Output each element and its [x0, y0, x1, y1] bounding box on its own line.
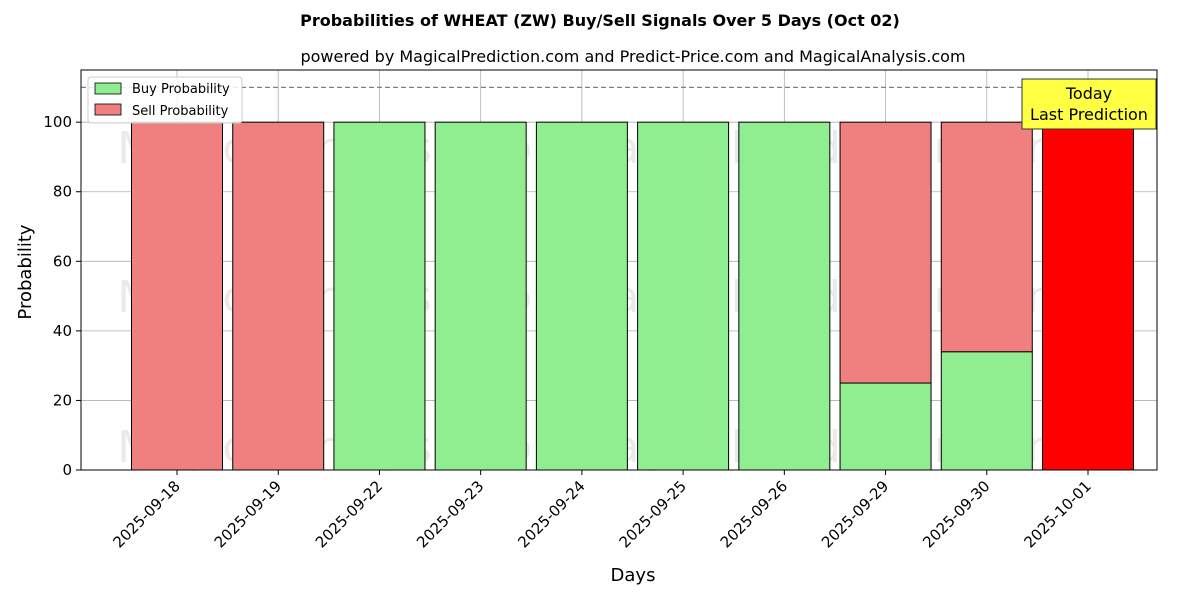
legend: Buy Probability Sell Probability [87, 76, 243, 124]
annotation-line-2: Last Prediction [1030, 105, 1148, 124]
bar-sell-2025-09-29 [839, 121, 932, 384]
x-tick-label: 2025-09-26 [717, 477, 791, 551]
bar-buy-2025-09-30 [940, 351, 1033, 471]
y-axis-ticks: 0 20 40 60 80 100 [43, 113, 81, 479]
bar-buy-2025-09-25 [637, 121, 730, 471]
x-tick-label: 2025-09-29 [818, 477, 892, 551]
bar-buy-2025-09-26 [738, 121, 831, 471]
legend-swatch-buy [94, 82, 122, 95]
bars-group [131, 121, 1134, 471]
y-tick-label: 100 [43, 113, 72, 131]
bar-buy-2025-09-22 [333, 121, 426, 471]
x-tick-label: 2025-10-01 [1020, 477, 1094, 551]
y-axis-label: Probability [15, 224, 36, 319]
bar-sell-2025-10-01 [1042, 121, 1134, 471]
annotation-box [1021, 78, 1157, 130]
x-tick-label: 2025-09-24 [514, 477, 588, 551]
legend-label-buy: Buy Probability [132, 82, 230, 97]
annotation-line-1: Today [1065, 84, 1112, 103]
y-tick-label: 80 [53, 183, 72, 201]
bar-buy-2025-09-29 [839, 382, 932, 471]
legend-label-sell: Sell Probability [132, 104, 229, 119]
y-tick-label: 40 [53, 322, 72, 340]
x-tick-label: 2025-09-23 [413, 477, 487, 551]
x-tick-label: 2025-09-19 [211, 477, 285, 551]
x-tick-label: 2025-09-25 [616, 477, 690, 551]
bar-sell-2025-09-19 [232, 121, 325, 471]
bar-sell-2025-09-18 [131, 121, 223, 471]
legend-swatch-sell [94, 103, 122, 116]
axes-frame [80, 69, 1158, 471]
bar-buy-2025-09-24 [535, 121, 628, 471]
legend-box [87, 76, 243, 124]
bar-buy-2025-09-23 [434, 121, 527, 471]
x-tick-label: 2025-09-18 [109, 477, 183, 551]
chart-subtitle: powered by MagicalPrediction.com and Pre… [300, 47, 965, 66]
y-tick-label: 60 [53, 252, 72, 270]
y-tick-label: 20 [53, 391, 72, 409]
x-axis-ticks: 2025-09-18 2025-09-19 2025-09-22 2025-09-23… [109, 470, 1095, 551]
x-tick-label: 2025-09-22 [312, 477, 386, 551]
today-annotation: Today Last Prediction [1021, 78, 1157, 130]
x-tick-label: 2025-09-30 [919, 477, 993, 551]
bar-sell-2025-09-30 [940, 121, 1033, 353]
x-axis-label: Days [611, 565, 656, 586]
chart-title: Probabilities of WHEAT (ZW) Buy/Sell Sig… [300, 11, 900, 30]
y-tick-label: 0 [62, 461, 72, 479]
